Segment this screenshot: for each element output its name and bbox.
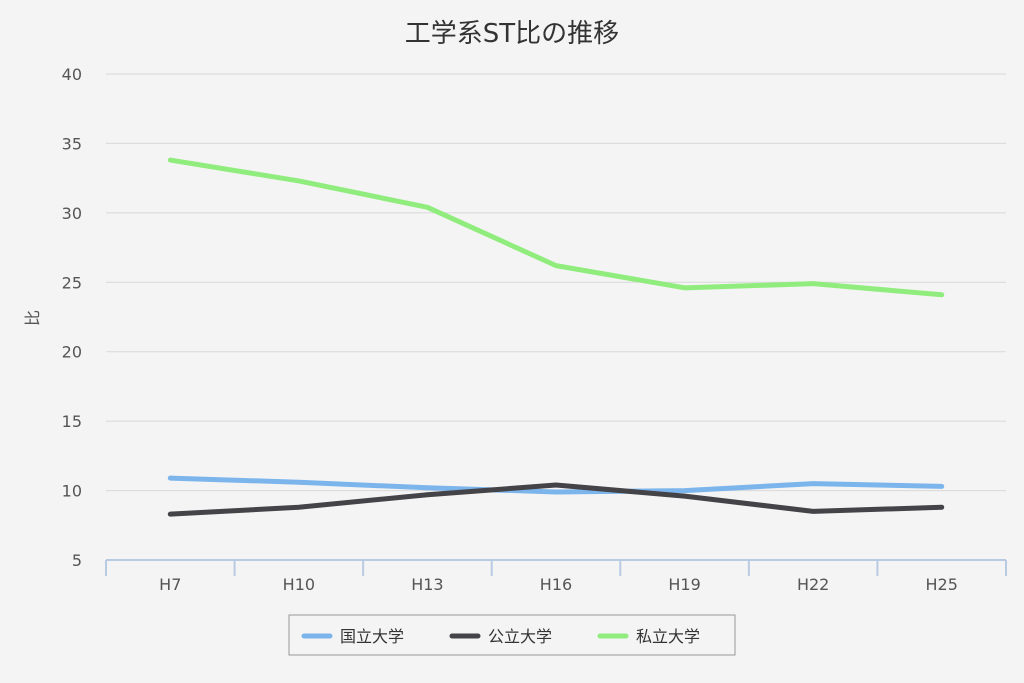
x-tick-label: H25 <box>926 575 958 594</box>
y-axis-label: 比 <box>23 310 42 326</box>
x-tick-label: H13 <box>411 575 443 594</box>
series-line <box>167 157 945 298</box>
legend: 国立大学 公立大学 私立大学 <box>288 614 736 656</box>
series-layer <box>167 157 945 517</box>
y-tick-label: 25 <box>62 273 82 292</box>
x-tick-label: H19 <box>668 575 700 594</box>
y-tick-label: 5 <box>72 551 82 570</box>
legend-label: 公立大学 <box>488 627 552 646</box>
y-tick-label: 35 <box>62 134 82 153</box>
x-tick-label: H22 <box>797 575 829 594</box>
legend-label: 国立大学 <box>340 627 404 646</box>
legend-items: 国立大学 公立大学 私立大学 <box>301 627 700 646</box>
legend-label: 私立大学 <box>636 627 700 646</box>
y-tick-label: 20 <box>62 343 82 362</box>
chart-title: 工学系ST比の推移 <box>405 19 619 49</box>
series-line <box>167 482 945 517</box>
y-tick-label: 10 <box>62 482 82 501</box>
grid-layer <box>106 73 1006 492</box>
x-tick-label: H7 <box>159 575 181 594</box>
legend-box <box>288 614 736 656</box>
x-tick-label: H10 <box>283 575 315 594</box>
series-line <box>167 475 945 495</box>
x-tick-label: H16 <box>540 575 572 594</box>
y-tick-label: 40 <box>62 65 82 84</box>
axis-layer: 5 10 15 20 25 30 35 40 H7 H10 H13 H16 H19 H22 H25 <box>62 65 1007 594</box>
y-tick-label: 30 <box>62 204 82 223</box>
y-tick-label: 15 <box>62 412 82 431</box>
